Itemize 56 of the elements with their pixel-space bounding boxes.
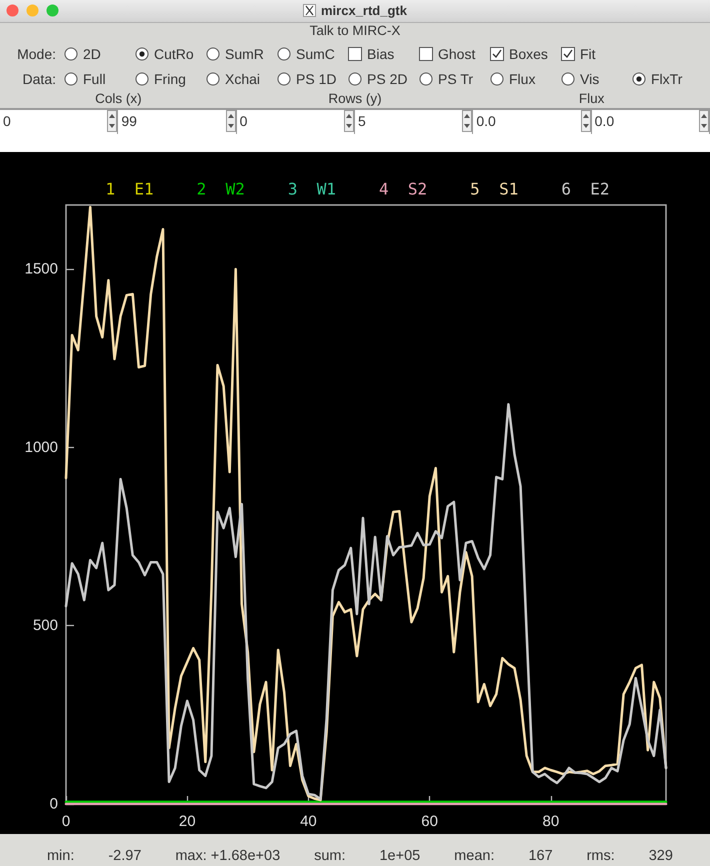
line-series	[64, 206, 668, 802]
y-tick-label: 1500	[24, 260, 58, 278]
text: mean:	[454, 848, 494, 864]
text: Fit	[580, 46, 596, 62]
text: 5	[356, 112, 367, 131]
text: PS 2D	[367, 70, 408, 86]
text: PS Tr	[438, 70, 474, 86]
chart-title: mircx_rtd_gtk	[321, 3, 407, 18]
text: 167	[528, 848, 553, 864]
text: 1e+05	[379, 848, 420, 864]
text: 2 W2	[196, 180, 245, 198]
text: 0.0	[594, 112, 616, 131]
text: 0.0	[475, 112, 497, 131]
x-tick-label: 80	[542, 813, 560, 830]
text: SumR	[225, 46, 264, 62]
text: Xchai	[225, 70, 260, 86]
text: 5 S1	[470, 180, 518, 198]
text: Boxes	[509, 46, 548, 62]
chart-subtitle: Talk to MIRC-X	[308, 23, 402, 40]
text: Full	[83, 70, 106, 86]
text: 99	[120, 112, 138, 131]
text: 329	[648, 848, 673, 864]
legend-label: 1 E1	[106, 180, 154, 198]
text: sum:	[314, 848, 346, 864]
x-tick-label: 40	[300, 813, 317, 830]
text: 0	[238, 112, 248, 131]
legend-label: 3 W1	[288, 180, 336, 198]
x-tick-label: 60	[421, 813, 438, 830]
text: Rows (y)	[327, 91, 383, 108]
text: Flux	[578, 91, 606, 108]
text: 4 S2	[379, 180, 428, 198]
text: rms:	[586, 848, 615, 864]
text: Data:	[22, 70, 57, 86]
text: max: +1.68e+03	[175, 848, 280, 864]
text: Mode:	[16, 46, 57, 62]
text: PS 1D	[296, 70, 336, 86]
line-series	[64, 403, 668, 800]
text: Fring	[154, 70, 186, 86]
y-tick-label: 0	[50, 796, 58, 812]
text: min:	[46, 848, 74, 864]
text: CutRo	[154, 46, 194, 62]
y-tick-label: 1000	[24, 438, 58, 456]
x-tick-label: 0	[62, 813, 70, 830]
text: Cols (x)	[94, 91, 143, 108]
text: 6 E2	[561, 180, 610, 198]
y-tick-label: 500	[32, 617, 58, 634]
text: -2.97	[108, 848, 142, 864]
x-tick-label: 20	[178, 813, 196, 830]
text: Vis	[580, 70, 600, 86]
text: Flux	[509, 70, 536, 86]
text: Bias	[367, 46, 394, 62]
text: Ghost	[438, 46, 476, 62]
text: SumC	[296, 46, 335, 62]
text: 0	[2, 112, 12, 131]
text: 2D	[83, 46, 101, 62]
text: FlxTr	[651, 70, 682, 86]
